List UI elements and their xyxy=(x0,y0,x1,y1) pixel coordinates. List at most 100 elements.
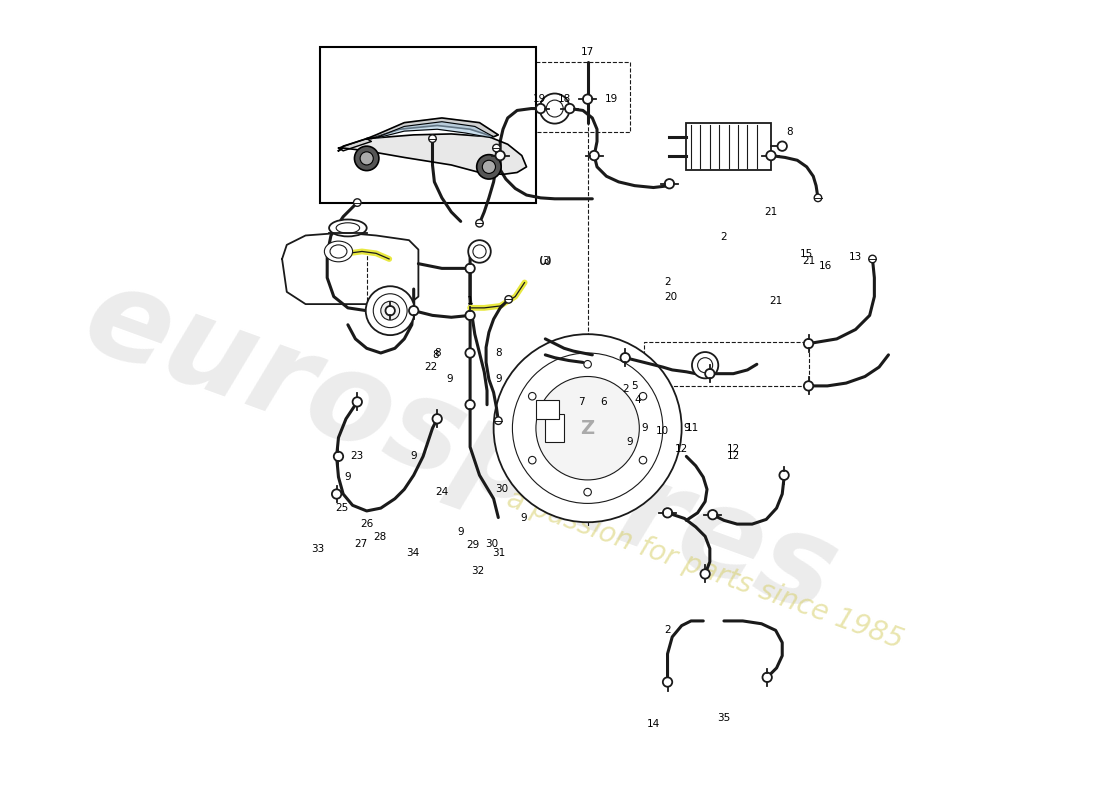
Text: 2: 2 xyxy=(664,626,671,635)
Text: 8: 8 xyxy=(432,350,439,360)
Text: 30: 30 xyxy=(485,539,498,549)
Text: ω: ω xyxy=(539,254,552,268)
Text: 8: 8 xyxy=(495,348,502,358)
Circle shape xyxy=(701,570,710,578)
Circle shape xyxy=(663,508,672,518)
Circle shape xyxy=(536,377,639,480)
Text: 21: 21 xyxy=(764,207,778,217)
Circle shape xyxy=(409,306,418,315)
Circle shape xyxy=(385,306,395,315)
Text: 2: 2 xyxy=(664,278,671,287)
Circle shape xyxy=(505,296,513,303)
Circle shape xyxy=(429,135,437,142)
Bar xyxy=(536,400,560,419)
Polygon shape xyxy=(282,233,418,304)
Circle shape xyxy=(495,151,505,160)
Text: 9: 9 xyxy=(447,374,453,384)
Circle shape xyxy=(333,452,343,461)
Text: 2: 2 xyxy=(720,232,727,242)
Circle shape xyxy=(639,393,647,400)
Circle shape xyxy=(469,240,491,262)
Circle shape xyxy=(493,144,500,152)
Text: 8: 8 xyxy=(786,127,793,137)
Ellipse shape xyxy=(330,245,346,258)
Text: 28: 28 xyxy=(373,532,386,542)
Text: 9: 9 xyxy=(641,423,648,434)
Text: 10: 10 xyxy=(657,426,670,436)
Text: 30: 30 xyxy=(495,484,508,494)
Circle shape xyxy=(528,457,536,464)
Text: 9: 9 xyxy=(627,438,634,447)
Text: 14: 14 xyxy=(647,719,660,730)
Circle shape xyxy=(814,194,822,202)
Circle shape xyxy=(664,179,674,189)
Circle shape xyxy=(697,358,713,373)
Circle shape xyxy=(528,393,536,400)
Text: 26: 26 xyxy=(360,519,373,529)
Ellipse shape xyxy=(337,222,360,233)
Text: 12: 12 xyxy=(675,444,689,454)
Circle shape xyxy=(692,352,718,378)
Circle shape xyxy=(332,490,341,498)
Circle shape xyxy=(536,104,546,114)
Circle shape xyxy=(381,302,399,320)
Text: 6: 6 xyxy=(601,397,607,407)
Polygon shape xyxy=(366,118,498,138)
Text: 4: 4 xyxy=(634,395,641,405)
Circle shape xyxy=(494,334,682,522)
Text: 9: 9 xyxy=(458,526,464,537)
Text: 31: 31 xyxy=(492,548,505,558)
Text: 2: 2 xyxy=(621,384,628,394)
Circle shape xyxy=(620,353,630,362)
Circle shape xyxy=(473,245,486,258)
Text: 11: 11 xyxy=(685,423,698,434)
Text: 25: 25 xyxy=(336,503,349,513)
Circle shape xyxy=(708,510,717,519)
Circle shape xyxy=(584,488,592,496)
Text: 12: 12 xyxy=(727,451,740,462)
Circle shape xyxy=(465,264,475,273)
Circle shape xyxy=(804,339,813,348)
Text: 34: 34 xyxy=(406,548,419,558)
Text: 3: 3 xyxy=(542,256,549,266)
Text: 7: 7 xyxy=(578,397,584,407)
Text: 33: 33 xyxy=(311,543,324,554)
Text: 19: 19 xyxy=(534,94,547,104)
Text: 16: 16 xyxy=(818,262,832,271)
Text: 9: 9 xyxy=(683,423,690,434)
Circle shape xyxy=(482,160,495,174)
Circle shape xyxy=(476,154,502,179)
Circle shape xyxy=(373,294,407,328)
Text: 27: 27 xyxy=(354,539,367,549)
Bar xyxy=(546,414,564,442)
Circle shape xyxy=(360,152,373,165)
Circle shape xyxy=(584,361,592,368)
Circle shape xyxy=(565,104,574,114)
Text: 17: 17 xyxy=(581,47,594,57)
Circle shape xyxy=(365,286,415,335)
Text: 13: 13 xyxy=(849,252,862,262)
Circle shape xyxy=(547,100,563,117)
Circle shape xyxy=(465,348,475,358)
Circle shape xyxy=(705,369,715,378)
Text: 21: 21 xyxy=(769,296,782,306)
Bar xyxy=(686,122,771,170)
Circle shape xyxy=(465,400,475,410)
Polygon shape xyxy=(339,138,372,151)
Circle shape xyxy=(513,353,663,503)
Text: 8: 8 xyxy=(433,348,440,358)
Text: 35: 35 xyxy=(717,713,730,722)
Circle shape xyxy=(465,310,475,320)
Circle shape xyxy=(767,151,775,160)
Circle shape xyxy=(780,470,789,480)
Text: 12: 12 xyxy=(727,444,740,454)
Circle shape xyxy=(778,142,786,151)
Text: 24: 24 xyxy=(436,487,449,497)
Circle shape xyxy=(590,151,598,160)
Text: 15: 15 xyxy=(800,250,813,259)
Circle shape xyxy=(663,678,672,686)
Text: 29: 29 xyxy=(466,540,480,550)
Bar xyxy=(320,47,536,202)
Text: 9: 9 xyxy=(344,472,351,482)
Circle shape xyxy=(869,255,877,262)
